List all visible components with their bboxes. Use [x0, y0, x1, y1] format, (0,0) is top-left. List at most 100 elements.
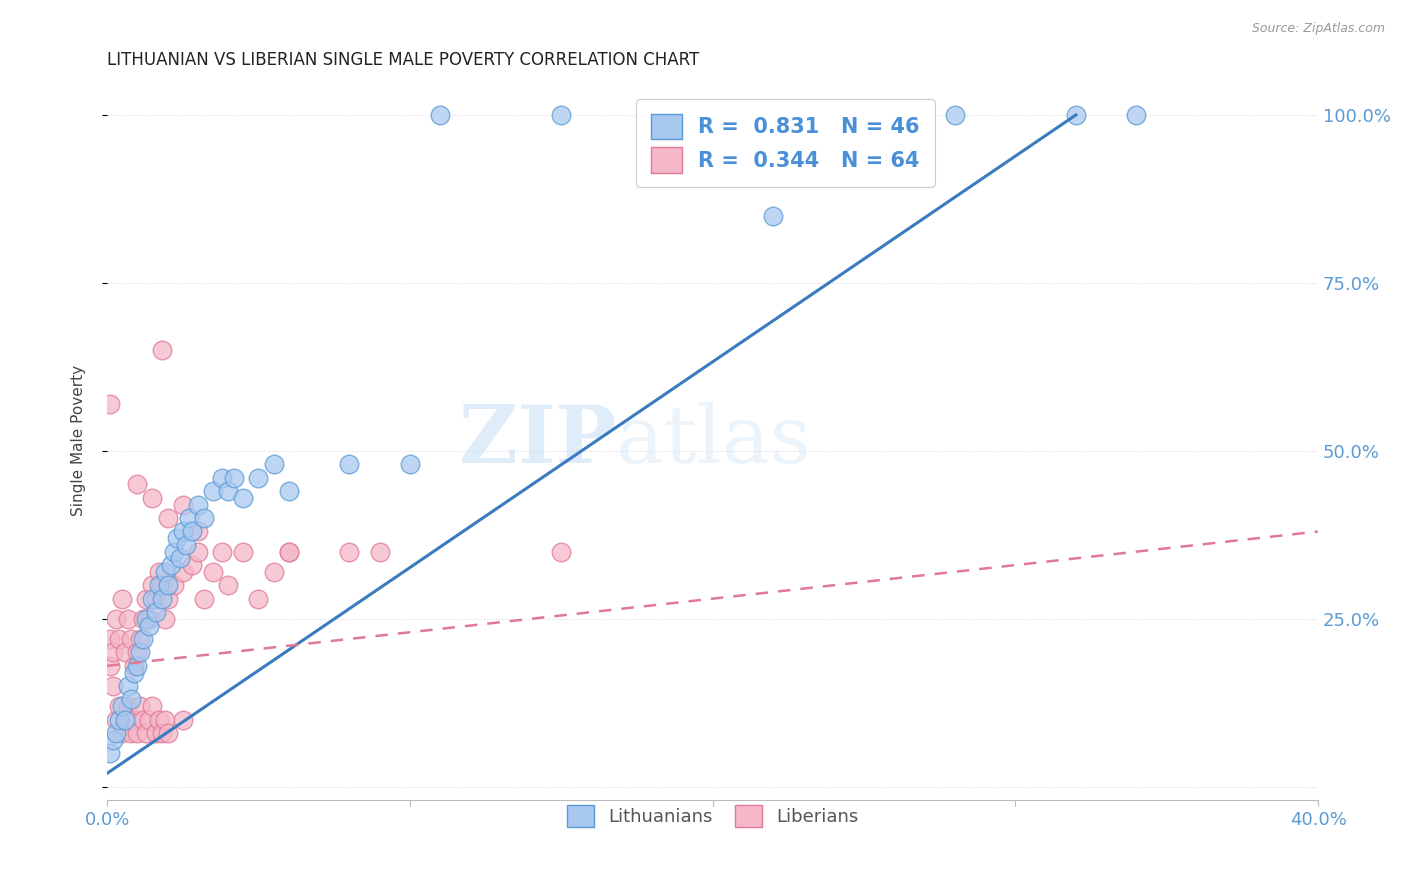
Text: LITHUANIAN VS LIBERIAN SINGLE MALE POVERTY CORRELATION CHART: LITHUANIAN VS LIBERIAN SINGLE MALE POVER… [107, 51, 699, 69]
Point [111, 591, 134, 606]
Point [124, 665, 146, 680]
Point [217, 484, 239, 499]
Point [111, 699, 134, 714]
Point [211, 544, 233, 558]
Point [156, 591, 179, 606]
Point [114, 713, 136, 727]
Point [550, 108, 572, 122]
Point [193, 511, 215, 525]
Point [129, 632, 152, 646]
Point [180, 558, 202, 572]
Point [217, 578, 239, 592]
Point [247, 471, 270, 485]
Point [129, 699, 152, 714]
Point [145, 591, 167, 606]
Legend: Lithuanians, Liberians: Lithuanians, Liberians [560, 797, 866, 834]
Point [263, 565, 285, 579]
Point [156, 511, 179, 525]
Point [108, 713, 131, 727]
Point [111, 726, 134, 740]
Point [141, 699, 163, 714]
Point [187, 498, 209, 512]
Point [98, 746, 121, 760]
Point [117, 679, 139, 693]
Point [132, 612, 155, 626]
Point [429, 108, 451, 122]
Point [141, 491, 163, 505]
Point [98, 632, 121, 646]
Point [277, 544, 299, 558]
Point [117, 612, 139, 626]
Point [135, 726, 157, 740]
Point [1125, 108, 1147, 122]
Point [150, 591, 173, 606]
Point [153, 565, 176, 579]
Point [177, 511, 200, 525]
Point [138, 713, 160, 727]
Point [124, 658, 146, 673]
Point [187, 544, 209, 558]
Point [105, 612, 128, 626]
Point [124, 713, 146, 727]
Point [163, 544, 186, 558]
Point [263, 458, 285, 472]
Point [156, 578, 179, 592]
Point [148, 565, 170, 579]
Text: atlas: atlas [616, 401, 811, 480]
Point [172, 524, 194, 539]
Point [202, 484, 225, 499]
Point [105, 726, 128, 740]
Point [148, 578, 170, 592]
Point [337, 544, 360, 558]
Text: Source: ZipAtlas.com: Source: ZipAtlas.com [1251, 22, 1385, 36]
Point [141, 591, 163, 606]
Point [114, 645, 136, 659]
Point [108, 632, 131, 646]
Point [132, 713, 155, 727]
Point [202, 565, 225, 579]
Point [232, 544, 254, 558]
Point [398, 458, 420, 472]
Point [141, 578, 163, 592]
Point [101, 645, 124, 659]
Point [132, 632, 155, 646]
Point [145, 726, 167, 740]
Point [187, 524, 209, 539]
Point [156, 726, 179, 740]
Point [120, 726, 142, 740]
Point [138, 618, 160, 632]
Point [129, 645, 152, 659]
Point [172, 498, 194, 512]
Point [150, 578, 173, 592]
Point [135, 591, 157, 606]
Point [114, 713, 136, 727]
Point [127, 658, 149, 673]
Point [172, 713, 194, 727]
Point [98, 658, 121, 673]
Point [163, 578, 186, 592]
Point [211, 471, 233, 485]
Point [943, 108, 966, 122]
Point [127, 645, 149, 659]
Point [762, 209, 785, 223]
Point [98, 397, 121, 411]
Point [153, 612, 176, 626]
Point [153, 713, 176, 727]
Point [120, 692, 142, 706]
Point [247, 591, 270, 606]
Point [550, 544, 572, 558]
Point [105, 713, 128, 727]
Point [172, 565, 194, 579]
Point [127, 726, 149, 740]
Point [159, 558, 181, 572]
Point [150, 343, 173, 357]
Point [101, 679, 124, 693]
Point [108, 699, 131, 714]
Point [337, 458, 360, 472]
Point [138, 612, 160, 626]
Point [277, 484, 299, 499]
Point [148, 713, 170, 727]
Point [120, 632, 142, 646]
Y-axis label: Single Male Poverty: Single Male Poverty [72, 365, 86, 516]
Point [117, 699, 139, 714]
